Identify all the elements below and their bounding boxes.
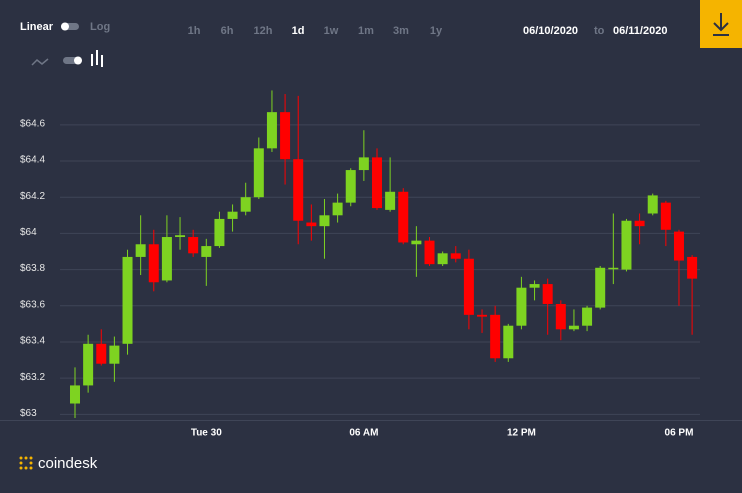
y-tick-label: $64.2: [20, 191, 45, 202]
y-tick-label: $64: [20, 227, 37, 238]
candle-body: [122, 256, 133, 344]
candle-body: [490, 314, 501, 359]
x-tick-label: Tue 30: [191, 428, 222, 439]
candle-body: [148, 244, 159, 283]
candle-body: [227, 211, 238, 219]
x-tick-label: 06 AM: [349, 428, 378, 439]
scale-linear[interactable]: Linear: [20, 21, 54, 33]
candle-body: [240, 197, 251, 212]
candle-body: [332, 202, 343, 216]
download-icon: [713, 13, 729, 36]
scale-log[interactable]: Log: [90, 21, 110, 33]
brand-logo: [19, 456, 33, 470]
line-icon[interactable]: [31, 58, 49, 66]
candle-body: [135, 244, 146, 257]
candle-body: [477, 314, 488, 317]
candle-body: [582, 307, 593, 326]
candle-body: [621, 220, 632, 270]
brand: coindesk: [19, 455, 98, 472]
candle-body: [555, 303, 566, 330]
range-button[interactable]: 1m: [358, 25, 374, 37]
date-to[interactable]: 06/11/2020: [613, 25, 667, 37]
candle-body: [188, 237, 199, 254]
candle-body: [161, 237, 172, 281]
candle-body: [371, 157, 382, 209]
candle-body: [687, 256, 698, 279]
candle-body: [542, 284, 553, 304]
candle-body: [266, 112, 277, 149]
candle-body: [660, 202, 671, 230]
download-button[interactable]: [700, 0, 742, 48]
candle-body: [516, 287, 527, 326]
candle-body: [608, 267, 619, 270]
y-tick-label: $63: [20, 408, 37, 419]
range-button[interactable]: 3m: [393, 25, 409, 37]
candle-body: [385, 191, 396, 210]
candle-body: [529, 284, 540, 288]
date-sep: to: [594, 25, 605, 37]
candle-body: [214, 218, 225, 247]
candle-body: [463, 258, 474, 315]
candle-body: [345, 170, 356, 203]
candle-body: [437, 253, 448, 265]
candle-body: [306, 222, 317, 227]
y-tick-label: $63.8: [20, 263, 45, 274]
candle-body: [83, 343, 94, 386]
x-tick-label: 06 PM: [665, 428, 694, 439]
candle-body: [175, 235, 186, 238]
range-button[interactable]: 1d: [292, 25, 305, 37]
range-button[interactable]: 1h: [188, 25, 201, 37]
range-button[interactable]: 12h: [254, 25, 273, 37]
candle-body: [568, 325, 579, 330]
candle-body: [450, 253, 461, 259]
range-button[interactable]: 6h: [221, 25, 234, 37]
candle-body: [647, 195, 658, 214]
candle-icon[interactable]: [91, 50, 103, 67]
candle-body: [634, 220, 645, 227]
axis-line: [0, 420, 742, 421]
candle-body: [411, 240, 422, 245]
y-tick-label: $63.4: [20, 336, 45, 347]
candle-body: [319, 215, 330, 227]
candle-body: [253, 148, 264, 198]
candle-body: [293, 159, 304, 221]
candle-body: [280, 112, 291, 160]
candle-body: [673, 231, 684, 261]
candle-body: [96, 343, 107, 364]
candle-body: [503, 325, 514, 359]
y-tick-label: $64.4: [20, 155, 45, 166]
candle-body: [201, 246, 212, 257]
y-tick-label: $64.6: [20, 118, 45, 129]
type-switch-knob: [74, 56, 82, 65]
candle-body: [595, 267, 606, 308]
x-tick-label: 12 PM: [507, 428, 536, 439]
range-button[interactable]: 1w: [324, 25, 339, 37]
brand-name: coindesk: [38, 455, 98, 472]
candle-body: [70, 385, 80, 404]
candle-body: [109, 345, 120, 364]
scale-switch-knob: [61, 22, 69, 31]
date-from[interactable]: 06/10/2020: [523, 25, 578, 37]
candle-body: [424, 240, 435, 265]
candle-body: [358, 157, 369, 171]
candle-body: [398, 191, 409, 243]
y-tick-label: $63.2: [20, 372, 45, 383]
y-tick-label: $63.6: [20, 299, 45, 310]
range-button[interactable]: 1y: [430, 25, 443, 37]
